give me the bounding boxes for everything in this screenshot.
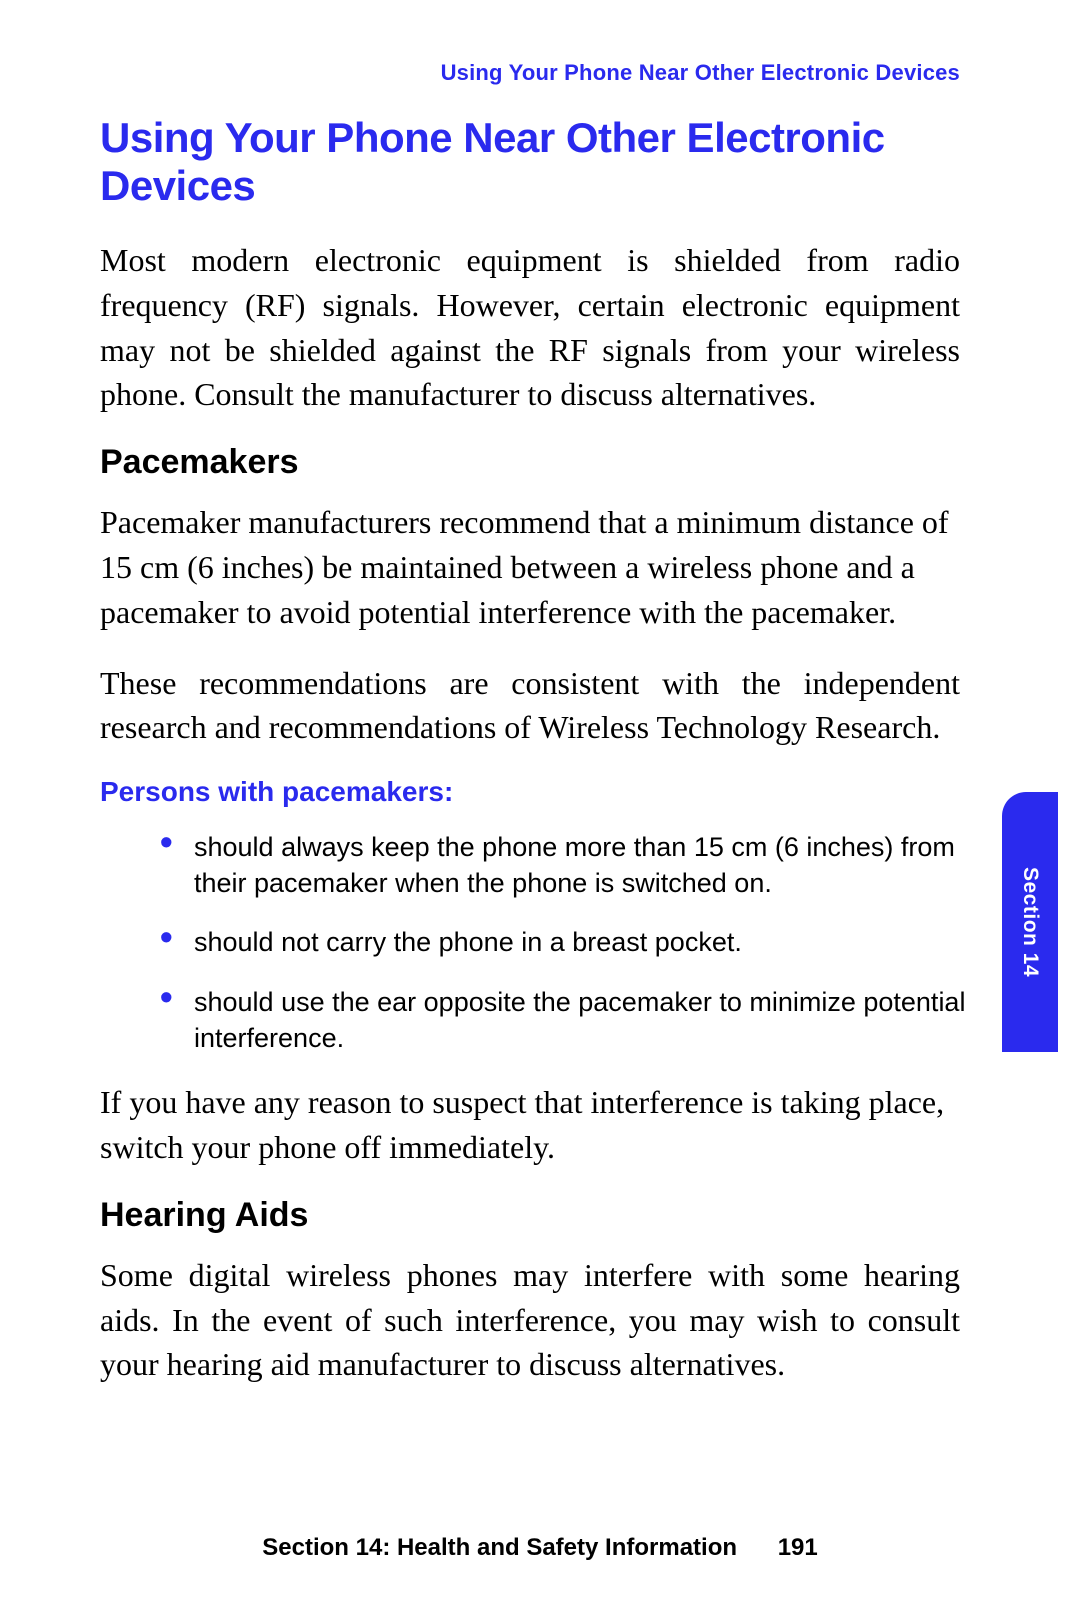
footer-section-label: Section 14: Health and Safety Informatio…: [262, 1534, 737, 1561]
page-title: Using Your Phone Near Other Electronic D…: [100, 114, 980, 210]
page: Using Your Phone Near Other Electronic D…: [0, 0, 1080, 1622]
hearing-aids-para: Some digital wireless phones may interfe…: [100, 1253, 960, 1387]
pacemakers-para-2: These recommendations are consistent wit…: [100, 661, 960, 751]
subheading-pacemakers: Pacemakers: [100, 443, 980, 482]
list-item: should not carry the phone in a breast p…: [160, 925, 980, 961]
pacemakers-closing: If you have any reason to suspect that i…: [100, 1080, 960, 1170]
list-item: should use the ear opposite the pacemake…: [160, 985, 980, 1056]
intro-paragraph: Most modern electronic equipment is shie…: [100, 238, 960, 417]
footer-page-number: 191: [778, 1534, 818, 1562]
subheading-persons-with-pacemakers: Persons with pacemakers:: [100, 776, 980, 808]
pacemakers-bullet-list: should always keep the phone more than 1…: [100, 830, 980, 1056]
running-header: Using Your Phone Near Other Electronic D…: [100, 60, 980, 86]
pacemakers-para-1: Pacemaker manufacturers recommend that a…: [100, 500, 960, 634]
page-footer: Section 14: Health and Safety Informatio…: [0, 1534, 1080, 1562]
section-tab: Section 14: [1002, 792, 1058, 1052]
list-item: should always keep the phone more than 1…: [160, 830, 980, 901]
subheading-hearing-aids: Hearing Aids: [100, 1196, 980, 1235]
